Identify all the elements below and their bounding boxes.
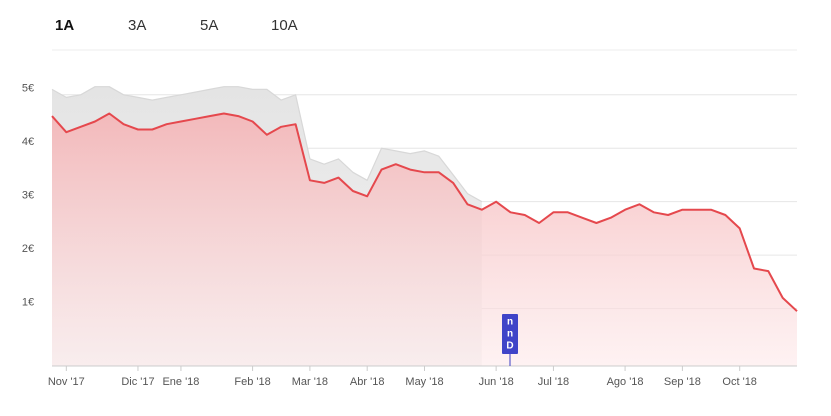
y-tick-label: 1€	[22, 296, 34, 308]
flag	[502, 314, 518, 354]
y-tick-label: 3€	[22, 190, 34, 202]
tab[interactable]: 10A	[271, 17, 298, 34]
x-tick-label: Ago '18	[607, 376, 644, 388]
line	[51, 86, 483, 203]
x-tick-label: Abr '18	[350, 376, 385, 388]
x-tick-label: Dic '17	[121, 376, 154, 388]
y-tick-label: 4€	[22, 136, 34, 148]
area	[52, 113, 797, 366]
x-tick-label: Jun '18	[479, 376, 514, 388]
tab[interactable]: 3A	[128, 17, 147, 34]
x-tick-label: Mar '18	[292, 376, 328, 388]
range-tabs: 1A 3A 5A 10A	[0, 0, 831, 50]
x-tick-label: Jul '18	[538, 376, 569, 388]
x-tick-label: Oct '18	[722, 376, 757, 388]
x-tick-label: Ene '18	[162, 376, 199, 388]
tab[interactable]: 5A	[200, 17, 219, 34]
x-tick-label: May '18	[405, 376, 443, 388]
flag-letter: n	[507, 317, 513, 328]
line	[51, 112, 798, 312]
tab[interactable]: 1A	[55, 17, 75, 34]
flag-letter: D	[506, 341, 513, 352]
y-tick-label: 2€	[22, 243, 34, 255]
y-tick-label: 5€	[22, 83, 34, 95]
flag-letter: n	[507, 329, 513, 340]
x-tick-label: Feb '18	[234, 376, 270, 388]
x-tick-label: Sep '18	[664, 376, 701, 388]
x-tick-label: Nov '17	[48, 376, 85, 388]
